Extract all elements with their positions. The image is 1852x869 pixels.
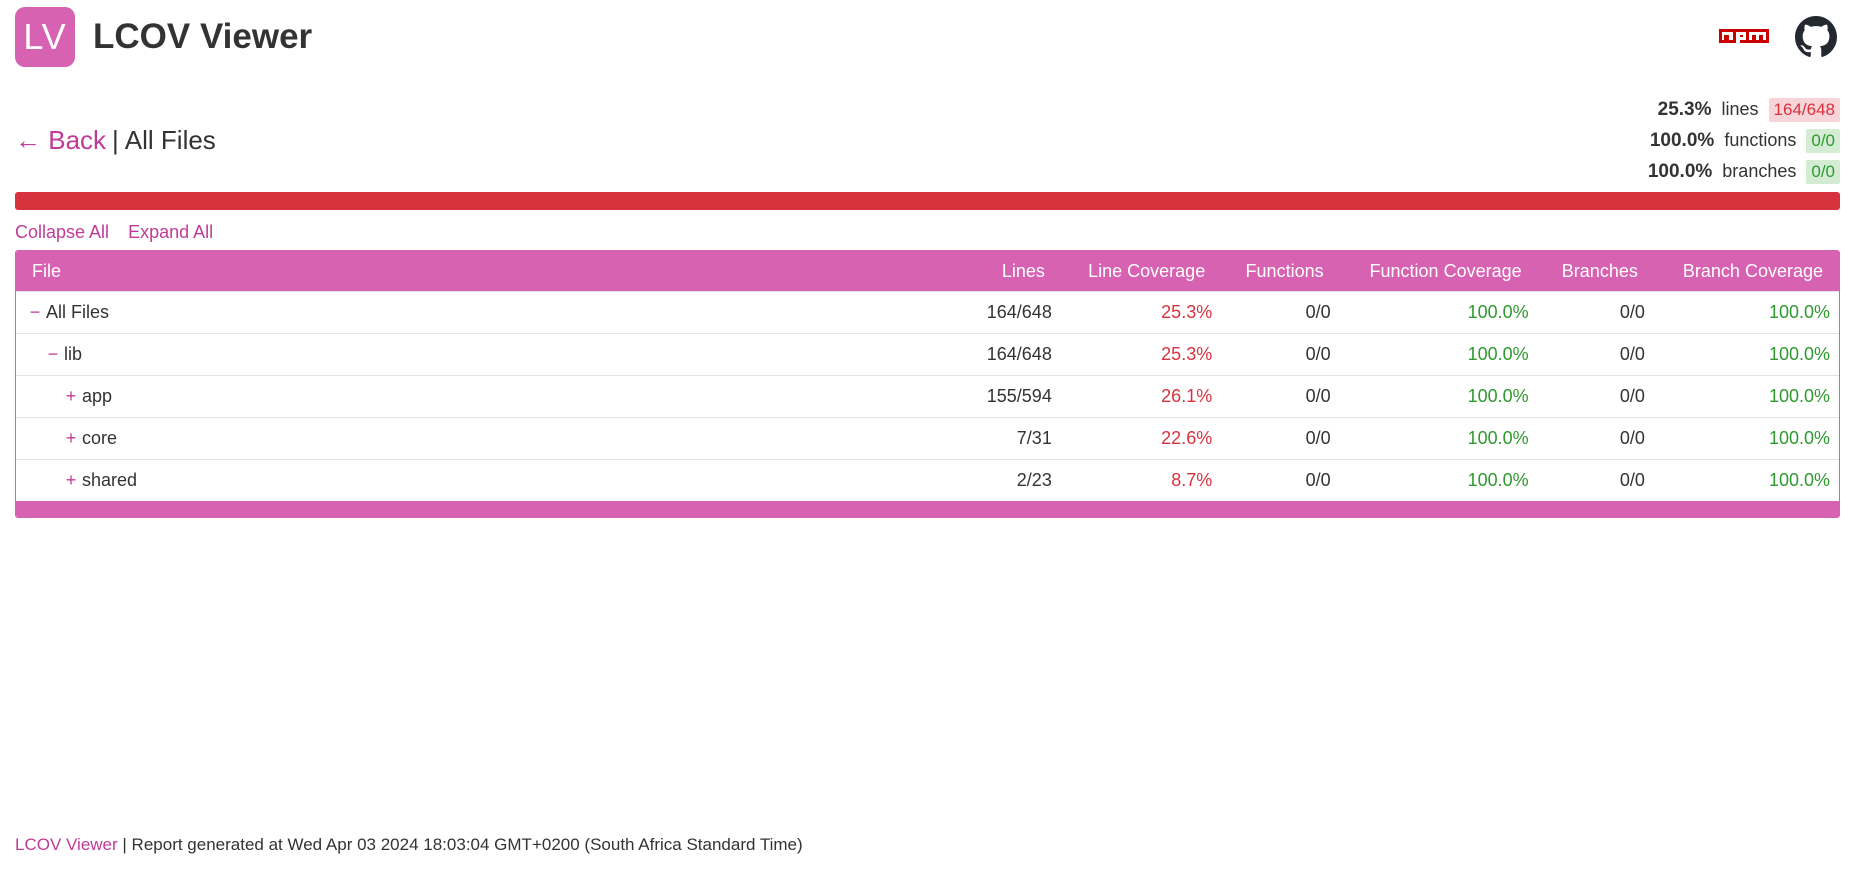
lines-cell: 164/648	[963, 291, 1061, 334]
line-coverage-cell: 26.1%	[1060, 375, 1222, 418]
table-footer	[16, 501, 1839, 517]
functions-cell: 0/0	[1221, 417, 1340, 460]
header-lines[interactable]: Lines	[963, 251, 1061, 292]
app-title: LCOV Viewer	[93, 17, 313, 56]
collapse-all-link[interactable]: Collapse All	[15, 222, 110, 242]
summary-functions-pct: 100.0%	[1649, 129, 1715, 151]
breadcrumb-current: All Files	[124, 125, 216, 155]
file-cell[interactable]: + core	[16, 417, 964, 460]
summary-branches-label: branches	[1722, 161, 1797, 181]
summary-lines: 25.3% lines 164/648	[1642, 94, 1840, 125]
lines-cell: 164/648	[963, 333, 1061, 376]
summary-branches-pct: 100.0%	[1647, 160, 1713, 182]
coverage-table-container: File Lines Line Coverage Functions Funct…	[15, 250, 1840, 518]
lines-cell: 7/31	[963, 417, 1061, 460]
back-link[interactable]: ← Back	[15, 125, 107, 155]
branch-coverage-cell: 100.0%	[1653, 291, 1839, 334]
file-name[interactable]: shared	[82, 470, 138, 490]
file-cell[interactable]: − lib	[16, 333, 964, 376]
page-footer: LCOV Viewer | Report generated at Wed Ap…	[15, 835, 803, 855]
expand-toggle-icon[interactable]: +	[65, 428, 77, 448]
summary-lines-label: lines	[1721, 99, 1759, 119]
file-name[interactable]: lib	[64, 344, 83, 364]
summary-functions-ratio: 0/0	[1806, 128, 1840, 153]
table-row[interactable]: + shared 2/23 8.7% 0/0 100.0% 0/0 100.0%	[16, 459, 1839, 501]
function-coverage-cell: 100.0%	[1339, 333, 1538, 376]
table-row[interactable]: + core 7/31 22.6% 0/0 100.0% 0/0 100.0%	[16, 417, 1839, 460]
file-cell[interactable]: + shared	[16, 459, 964, 501]
collapse-toggle-icon[interactable]: −	[47, 344, 59, 364]
file-name[interactable]: app	[82, 386, 113, 406]
coverage-summary: 25.3% lines 164/648 100.0% functions 0/0…	[1642, 94, 1840, 187]
line-coverage-cell: 8.7%	[1060, 459, 1222, 501]
table-row[interactable]: + app 155/594 26.1% 0/0 100.0% 0/0 100.0%	[16, 375, 1839, 418]
expand-toggle-icon[interactable]: +	[65, 386, 77, 406]
footer-brand-link[interactable]: LCOV Viewer	[15, 835, 118, 854]
branch-coverage-cell: 100.0%	[1653, 459, 1839, 501]
header-function-coverage[interactable]: Function Coverage	[1339, 251, 1538, 292]
branches-cell: 0/0	[1537, 291, 1654, 334]
functions-cell: 0/0	[1221, 333, 1340, 376]
app-logo[interactable]: LV	[15, 7, 75, 67]
functions-cell: 0/0	[1221, 375, 1340, 418]
footer-report-text: | Report generated at Wed Apr 03 2024 18…	[117, 835, 803, 854]
summary-branches-ratio: 0/0	[1806, 159, 1840, 184]
lines-cell: 155/594	[963, 375, 1061, 418]
expand-all-link[interactable]: Expand All	[128, 222, 214, 242]
tree-controls: Collapse All Expand All	[15, 220, 227, 244]
breadcrumb-separator: |	[112, 125, 119, 155]
header-file[interactable]: File	[16, 251, 964, 292]
function-coverage-cell: 100.0%	[1339, 459, 1538, 501]
branch-coverage-cell: 100.0%	[1653, 375, 1839, 418]
file-name[interactable]: core	[82, 428, 118, 448]
coverage-progress-bar	[15, 192, 1840, 210]
header-functions[interactable]: Functions	[1221, 251, 1340, 292]
function-coverage-cell: 100.0%	[1339, 291, 1538, 334]
branch-coverage-cell: 100.0%	[1653, 333, 1839, 376]
summary-functions-label: functions	[1724, 130, 1797, 150]
function-coverage-cell: 100.0%	[1339, 417, 1538, 460]
branches-cell: 0/0	[1537, 417, 1654, 460]
npm-icon[interactable]	[1719, 29, 1769, 47]
branch-coverage-cell: 100.0%	[1653, 417, 1839, 460]
branches-cell: 0/0	[1537, 333, 1654, 376]
summary-functions: 100.0% functions 0/0	[1642, 125, 1840, 156]
summary-branches: 100.0% branches 0/0	[1642, 156, 1840, 187]
summary-lines-pct: 25.3%	[1657, 98, 1712, 120]
breadcrumb: ← Back | All Files	[15, 124, 216, 156]
file-cell[interactable]: + app	[16, 375, 964, 418]
function-coverage-cell: 100.0%	[1339, 375, 1538, 418]
coverage-table: File Lines Line Coverage Functions Funct…	[16, 251, 1839, 501]
header-branches[interactable]: Branches	[1537, 251, 1654, 292]
file-cell[interactable]: − All Files	[16, 291, 964, 334]
lines-cell: 2/23	[963, 459, 1061, 501]
expand-toggle-icon[interactable]: +	[65, 470, 77, 490]
branches-cell: 0/0	[1537, 459, 1654, 501]
line-coverage-cell: 25.3%	[1060, 333, 1222, 376]
header: LV LCOV Viewer	[15, 7, 1837, 68]
line-coverage-cell: 25.3%	[1060, 291, 1222, 334]
branches-cell: 0/0	[1537, 375, 1654, 418]
coverage-progress-fill	[15, 192, 1840, 210]
collapse-toggle-icon[interactable]: −	[29, 302, 41, 322]
line-coverage-cell: 22.6%	[1060, 417, 1222, 460]
summary-lines-ratio: 164/648	[1768, 97, 1840, 122]
github-icon[interactable]	[1795, 16, 1837, 58]
functions-cell: 0/0	[1221, 459, 1340, 501]
table-row[interactable]: − lib 164/648 25.3% 0/0 100.0% 0/0 100.0%	[16, 333, 1839, 376]
functions-cell: 0/0	[1221, 291, 1340, 334]
file-name[interactable]: All Files	[46, 302, 110, 322]
table-row[interactable]: − All Files 164/648 25.3% 0/0 100.0% 0/0 …	[16, 291, 1839, 334]
header-branch-coverage[interactable]: Branch Coverage	[1653, 251, 1839, 292]
table-header-row: File Lines Line Coverage Functions Funct…	[16, 251, 1839, 292]
header-line-coverage[interactable]: Line Coverage	[1060, 251, 1222, 292]
